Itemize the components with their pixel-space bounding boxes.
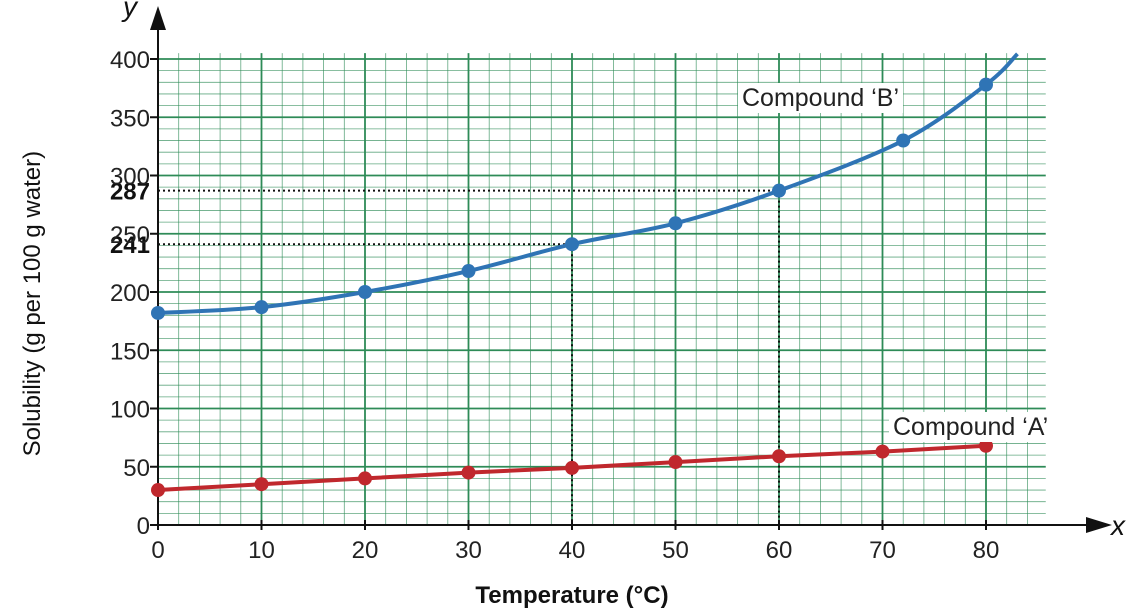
compound-b-point [668, 216, 683, 231]
compound-b-point [254, 300, 269, 315]
compound-b-label: Compound ‘B’ [742, 84, 899, 112]
compound-b-point [151, 305, 165, 320]
grid-minor [158, 53, 1046, 525]
compound-a-point [461, 465, 476, 480]
x-axis-title: Temperature (°C) [475, 582, 668, 609]
compound-a-label-background [889, 412, 1053, 442]
compound-a-point [668, 455, 683, 470]
compound-a-point [254, 477, 269, 492]
y-tick-label: 200 [110, 280, 150, 307]
compound-b-point [772, 183, 786, 198]
series [151, 52, 1019, 498]
compound-b-point [565, 237, 579, 252]
compound-b-point [896, 133, 911, 148]
grid-major [157, 53, 1046, 526]
compound-a-point [772, 449, 786, 464]
compound-a-point [979, 438, 993, 453]
y-tick-label: 250 [110, 222, 150, 249]
compound-b-point [358, 285, 372, 299]
y-axis-letter: y [121, 0, 139, 22]
y-axis-title: Solubility (g per 100 g water) [19, 151, 46, 456]
x-tick-label: 70 [869, 537, 896, 564]
compound-a-point [358, 471, 372, 486]
x-tick-label: 50 [662, 537, 689, 564]
reference-value-label: 287 [110, 179, 150, 206]
reference-value-label: 241 [110, 232, 150, 259]
x-axis-arrow [1086, 517, 1112, 533]
y-tick-label: 0 [137, 513, 150, 540]
x-tick-label: 0 [151, 537, 164, 564]
y-tick-label: 350 [110, 105, 150, 132]
compound-b-point [979, 77, 993, 92]
compound-b-point [461, 264, 476, 279]
labels: 287 241 0 10 20 30 40 50 60 70 80 0 50 100 150 200 250 30… [19, 0, 1126, 609]
compound-a-point [875, 444, 890, 459]
compound-a-point [565, 460, 579, 475]
axes [150, 6, 1112, 533]
x-tick-label: 10 [248, 537, 275, 564]
y-axis-arrow [150, 6, 166, 30]
x-tick-label: 60 [766, 537, 793, 564]
compound-a-label: Compound ‘A’ [893, 413, 1048, 441]
compound-a-point [151, 483, 165, 498]
x-tick-label: 30 [455, 537, 482, 564]
y-tick-label: 300 [110, 164, 150, 191]
x-tick-label: 80 [973, 537, 1000, 564]
y-tick-label: 100 [110, 397, 150, 424]
compound-b-line [157, 52, 1019, 315]
x-tick-label: 40 [559, 537, 586, 564]
y-tick-label: 50 [123, 455, 150, 482]
reference-lines [158, 189, 780, 525]
x-axis-letter: x [1109, 510, 1126, 541]
x-tick-label: 20 [352, 537, 379, 564]
y-tick-label: 400 [110, 47, 150, 74]
compound-b-label-background [738, 83, 904, 113]
y-tick-label: 150 [110, 338, 150, 365]
